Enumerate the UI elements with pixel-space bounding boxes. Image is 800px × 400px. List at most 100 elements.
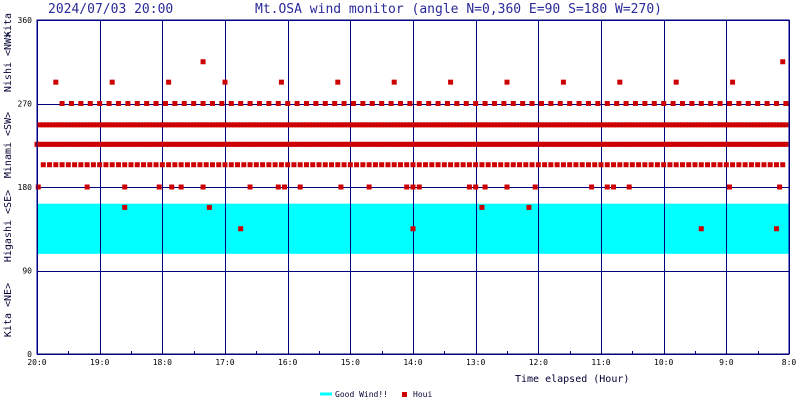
houi-point — [313, 141, 319, 147]
houi-point — [156, 141, 162, 147]
houi-point — [783, 101, 789, 106]
houi-point — [209, 162, 215, 168]
houi-point — [159, 122, 165, 128]
houi-point — [576, 141, 582, 147]
houi-point — [401, 141, 407, 147]
houi-point — [191, 101, 197, 106]
houi-point — [585, 122, 591, 128]
houi-point — [397, 162, 403, 168]
houi-point — [62, 122, 68, 128]
houi-point — [75, 122, 81, 128]
houi-point — [557, 122, 563, 128]
houi-point — [604, 101, 610, 106]
houi-point — [535, 162, 541, 168]
houi-point — [576, 122, 582, 128]
houi-point — [122, 141, 128, 147]
houi-point — [219, 141, 225, 147]
houi-point — [59, 101, 65, 106]
houi-point — [307, 141, 313, 147]
houi-point — [733, 141, 739, 147]
houi-point — [97, 122, 103, 128]
houi-point — [391, 141, 397, 147]
houi-point — [745, 122, 751, 128]
houi-point — [686, 141, 692, 147]
houi-point — [141, 162, 147, 168]
houi-point — [109, 141, 115, 147]
houi-point — [667, 162, 673, 168]
houi-point — [188, 122, 194, 128]
houi-point — [617, 79, 623, 85]
houi-point — [159, 141, 165, 147]
houi-point — [457, 122, 463, 128]
houi-point — [235, 141, 241, 147]
houi-point — [498, 162, 504, 168]
x-tick-label: 16:0 — [278, 358, 297, 367]
houi-point — [231, 122, 237, 128]
houi-point — [329, 141, 335, 147]
houi-point — [156, 184, 162, 190]
houi-point — [752, 122, 758, 128]
houi-point — [222, 79, 228, 85]
houi-point — [285, 141, 291, 147]
houi-point — [335, 79, 341, 85]
houi-point — [773, 101, 779, 106]
houi-point — [260, 162, 266, 168]
houi-point — [53, 79, 59, 85]
houi-point — [84, 162, 90, 168]
houi-point — [642, 162, 648, 168]
houi-point — [122, 162, 128, 168]
houi-point — [451, 141, 457, 147]
houi-point — [473, 162, 479, 168]
houi-point — [404, 184, 410, 190]
houi-point — [423, 162, 429, 168]
houi-point — [661, 101, 667, 106]
houi-point — [103, 162, 109, 168]
houi-point — [269, 141, 275, 147]
houi-point — [360, 101, 366, 106]
houi-point — [297, 162, 303, 168]
houi-point — [651, 101, 657, 106]
houi-point — [191, 122, 197, 128]
houi-point — [698, 101, 704, 106]
houi-point — [379, 122, 385, 128]
houi-point — [53, 122, 59, 128]
houi-point — [329, 162, 335, 168]
houi-point — [582, 141, 588, 147]
houi-point — [661, 162, 667, 168]
houi-point — [626, 122, 632, 128]
houi-point — [780, 141, 786, 147]
houi-point — [206, 141, 212, 147]
x-tick-label: 9:0 — [719, 358, 734, 367]
houi-point — [59, 162, 65, 168]
houi-point — [767, 122, 773, 128]
houi-point — [589, 122, 595, 128]
houi-point — [611, 122, 617, 128]
houi-point — [582, 122, 588, 128]
houi-point — [761, 122, 767, 128]
houi-point — [228, 101, 234, 106]
houi-point — [244, 141, 250, 147]
houi-point — [360, 122, 366, 128]
houi-point — [717, 162, 723, 168]
houi-point — [225, 141, 231, 147]
houi-point — [115, 101, 121, 106]
houi-point — [68, 141, 74, 147]
houi-point — [457, 141, 463, 147]
houi-point — [344, 141, 350, 147]
houi-point — [43, 122, 49, 128]
x-tick-label: 18:0 — [153, 358, 172, 367]
houi-point — [598, 122, 604, 128]
houi-point — [191, 141, 197, 147]
houi-point — [683, 122, 689, 128]
houi-point — [84, 122, 90, 128]
houi-point — [723, 162, 729, 168]
houi-point — [416, 184, 422, 190]
houi-point — [573, 122, 579, 128]
houi-point — [172, 122, 178, 128]
houi-point — [636, 141, 642, 147]
houi-point — [191, 162, 197, 168]
houi-point — [736, 141, 742, 147]
houi-point — [72, 162, 78, 168]
houi-point — [360, 162, 366, 168]
